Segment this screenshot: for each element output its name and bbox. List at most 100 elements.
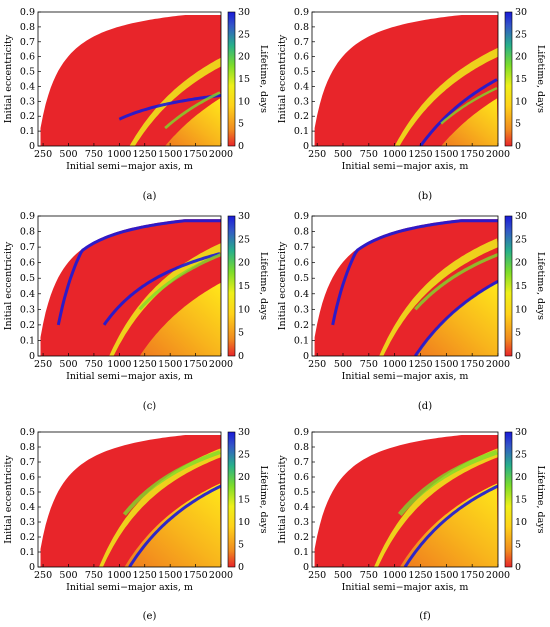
green-ridge (397, 449, 498, 517)
stable-region (399, 483, 498, 567)
colorbar-tick-label: 15 (515, 281, 527, 292)
colorbar-tick-label: 25 (238, 29, 250, 40)
colorbar-tick-label: 10 (238, 304, 250, 315)
y-tick-label: 0.2 (20, 111, 35, 122)
y-tick-label: 0.8 (294, 22, 309, 33)
colorbar (227, 215, 236, 357)
panel-c: 250 500 750 1000 1250 1500 1750 200000.10.20.30… (3, 211, 269, 412)
y-axis-label: Initial eccentricity (3, 241, 14, 330)
x-tick-label: 1750 (460, 149, 484, 160)
colorbar-tick-label: 15 (515, 74, 527, 85)
y-tick-label: 0.9 (20, 211, 35, 222)
blue-band-0 (56, 219, 221, 326)
colorbar-tick-label: 10 (238, 517, 250, 528)
heatmap-area (314, 15, 498, 146)
y-tick-label: 0.7 (20, 457, 35, 468)
x-tick-label: 750 (360, 570, 378, 581)
x-tick-label: 1000 (383, 359, 407, 370)
colorbar-tick-label: 15 (515, 495, 527, 506)
x-tick-label: 250 (308, 149, 326, 160)
x-axis-label: Initial semi−major axis, m (342, 582, 469, 593)
panels-layer: 250 500 750 1000 1250 1500 1750 200000.10.20.30… (3, 7, 546, 622)
x-tick-label: 750 (85, 570, 103, 581)
colorbar-tick-label: 30 (515, 211, 527, 222)
green-ridge (414, 253, 498, 311)
y-tick-label: 0.5 (20, 487, 35, 498)
blue-band-0 (419, 78, 498, 146)
x-tick-label: 1000 (383, 149, 407, 160)
colorbar-tick-label: 30 (515, 427, 527, 438)
x-tick-label: 1500 (158, 570, 182, 581)
transition-band (129, 57, 221, 146)
panel-b: 250 500 750 1000 1250 1500 1750 200000.10.20.30… (277, 7, 546, 202)
colorbar-tick-label: 0 (238, 351, 244, 362)
panel-caption: (e) (143, 611, 157, 622)
colorbar-tick-label: 10 (238, 96, 250, 107)
colorbar-tick-label: 0 (515, 562, 521, 573)
colorbar-tick-label: 25 (515, 450, 527, 461)
colorbar-tick-label: 25 (238, 450, 250, 461)
colorbar-tick-label: 30 (238, 7, 250, 18)
colorbar-tick-label: 20 (515, 52, 527, 63)
y-tick-label: 0.2 (20, 320, 35, 331)
panel-e: 250 500 750 1000 1250 1500 1750 200000.10.20.30… (3, 427, 269, 622)
x-tick-label: 500 (334, 570, 352, 581)
colorbar-tick-label: 10 (515, 517, 527, 528)
y-tick-label: 0.3 (294, 304, 309, 315)
x-tick-label: 250 (308, 570, 326, 581)
blue-band-0 (128, 484, 221, 567)
panel-caption: (f) (419, 611, 431, 622)
colorbar-label: Lifetime, days (535, 45, 546, 113)
x-tick-label: 2000 (486, 570, 510, 581)
y-tick-label: 0.3 (20, 304, 35, 315)
colorbar (227, 431, 236, 568)
x-tick-label: 1500 (434, 149, 458, 160)
y-tick-label: 0 (29, 141, 35, 152)
x-tick-label: 1750 (183, 570, 207, 581)
x-tick-label: 1000 (107, 149, 131, 160)
panel-caption: (c) (143, 401, 157, 412)
x-tick-label: 2000 (486, 359, 510, 370)
y-tick-label: 0 (303, 351, 309, 362)
plot-frame (311, 215, 499, 357)
colorbar-tick-label: 5 (515, 328, 521, 339)
y-axis-label: Initial eccentricity (3, 34, 14, 123)
y-tick-label: 0.5 (294, 67, 309, 78)
y-tick-label: 0.9 (20, 7, 35, 18)
y-tick-label: 0.2 (294, 111, 309, 122)
y-tick-label: 0.2 (294, 532, 309, 543)
x-tick-label: 750 (85, 359, 103, 370)
colorbar-label: Lifetime, days (258, 466, 269, 534)
y-axis-label: Initial eccentricity (277, 455, 288, 544)
y-axis-label: Initial eccentricity (277, 34, 288, 123)
y-tick-label: 0.1 (20, 126, 35, 137)
x-tick-label: 750 (360, 149, 378, 160)
heatmap-area (40, 219, 221, 356)
x-tick-label: 1250 (408, 570, 432, 581)
y-tick-label: 0.7 (294, 37, 309, 48)
x-tick-label: 250 (308, 359, 326, 370)
transition-band (394, 47, 498, 146)
x-tick-label: 1750 (183, 359, 207, 370)
y-tick-label: 0.7 (294, 242, 309, 253)
x-tick-label: 2000 (209, 570, 233, 581)
colorbar-tick-label: 25 (238, 234, 250, 245)
blue-band-1 (414, 279, 498, 356)
x-tick-label: 1500 (158, 149, 182, 160)
y-tick-label: 0.4 (20, 502, 35, 513)
x-tick-label: 250 (34, 359, 52, 370)
y-tick-label: 0.3 (20, 517, 35, 528)
y-tick-label: 0.5 (20, 67, 35, 78)
red-region (314, 15, 498, 146)
y-axis-label: Initial eccentricity (3, 455, 14, 544)
y-tick-label: 0.9 (294, 427, 309, 438)
stable-region (165, 98, 221, 146)
x-tick-label: 1750 (183, 149, 207, 160)
y-tick-label: 0 (29, 351, 35, 362)
colorbar-tick-label: 20 (515, 472, 527, 483)
y-tick-label: 0.4 (294, 289, 309, 300)
y-tick-label: 0.8 (294, 227, 309, 238)
panel-d: 250 500 750 1000 1250 1500 1750 200000.10.20.30… (277, 211, 546, 412)
colorbar-tick-label: 10 (515, 304, 527, 315)
heatmap-area (40, 15, 221, 146)
